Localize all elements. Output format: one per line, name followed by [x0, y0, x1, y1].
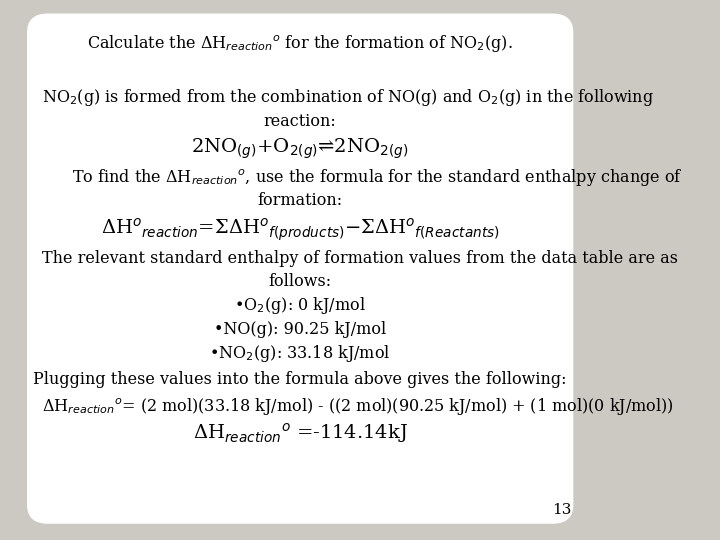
Text: ΔH$^{o}$$_{reaction}$=ΣΔH$^{o}$$_{f(products)}$−ΣΔH$^{o}$$_{f(Reactants)}$: ΔH$^{o}$$_{reaction}$=ΣΔH$^{o}$$_{f(prod…	[101, 217, 500, 244]
Text: NO$_{2}$(g) is formed from the combination of NO(g) and O$_{2}$(g) in the follow: NO$_{2}$(g) is formed from the combinati…	[42, 87, 654, 107]
Text: formation:: formation:	[258, 192, 343, 210]
Text: Calculate the ΔH$_{reaction}$$^{o}$ for the formation of NO$_{2}$(g).: Calculate the ΔH$_{reaction}$$^{o}$ for …	[87, 33, 513, 53]
Text: •NO(g): 90.25 kJ/mol: •NO(g): 90.25 kJ/mol	[214, 321, 387, 338]
Text: •O$_{2}$(g): 0 kJ/mol: •O$_{2}$(g): 0 kJ/mol	[234, 295, 366, 316]
Text: Plugging these values into the formula above gives the following:: Plugging these values into the formula a…	[33, 370, 567, 388]
Text: ΔH$_{reaction}$$^{o}$= (2 mol)(33.18 kJ/mol) - ((2 mol)(90.25 kJ/mol) + (1 mol)(: ΔH$_{reaction}$$^{o}$= (2 mol)(33.18 kJ/…	[42, 396, 674, 416]
Text: follows:: follows:	[269, 273, 332, 291]
Text: ΔH$_{reaction}$$^{o}$ =-114.14kJ: ΔH$_{reaction}$$^{o}$ =-114.14kJ	[193, 421, 408, 445]
Text: •NO$_{2}$(g): 33.18 kJ/mol: •NO$_{2}$(g): 33.18 kJ/mol	[210, 343, 391, 363]
Text: 13: 13	[552, 503, 571, 517]
Text: The relevant standard enthalpy of formation values from the data table are as: The relevant standard enthalpy of format…	[42, 249, 678, 267]
Text: To find the ΔH$_{reaction}$$^{o}$, use the formula for the standard enthalpy cha: To find the ΔH$_{reaction}$$^{o}$, use t…	[72, 167, 683, 187]
Text: reaction:: reaction:	[264, 113, 336, 130]
FancyBboxPatch shape	[27, 14, 573, 524]
Text: 2NO$_{(g)}$+O$_{2(g)}$⇌2NO$_{2(g)}$: 2NO$_{(g)}$+O$_{2(g)}$⇌2NO$_{2(g)}$	[192, 136, 409, 161]
